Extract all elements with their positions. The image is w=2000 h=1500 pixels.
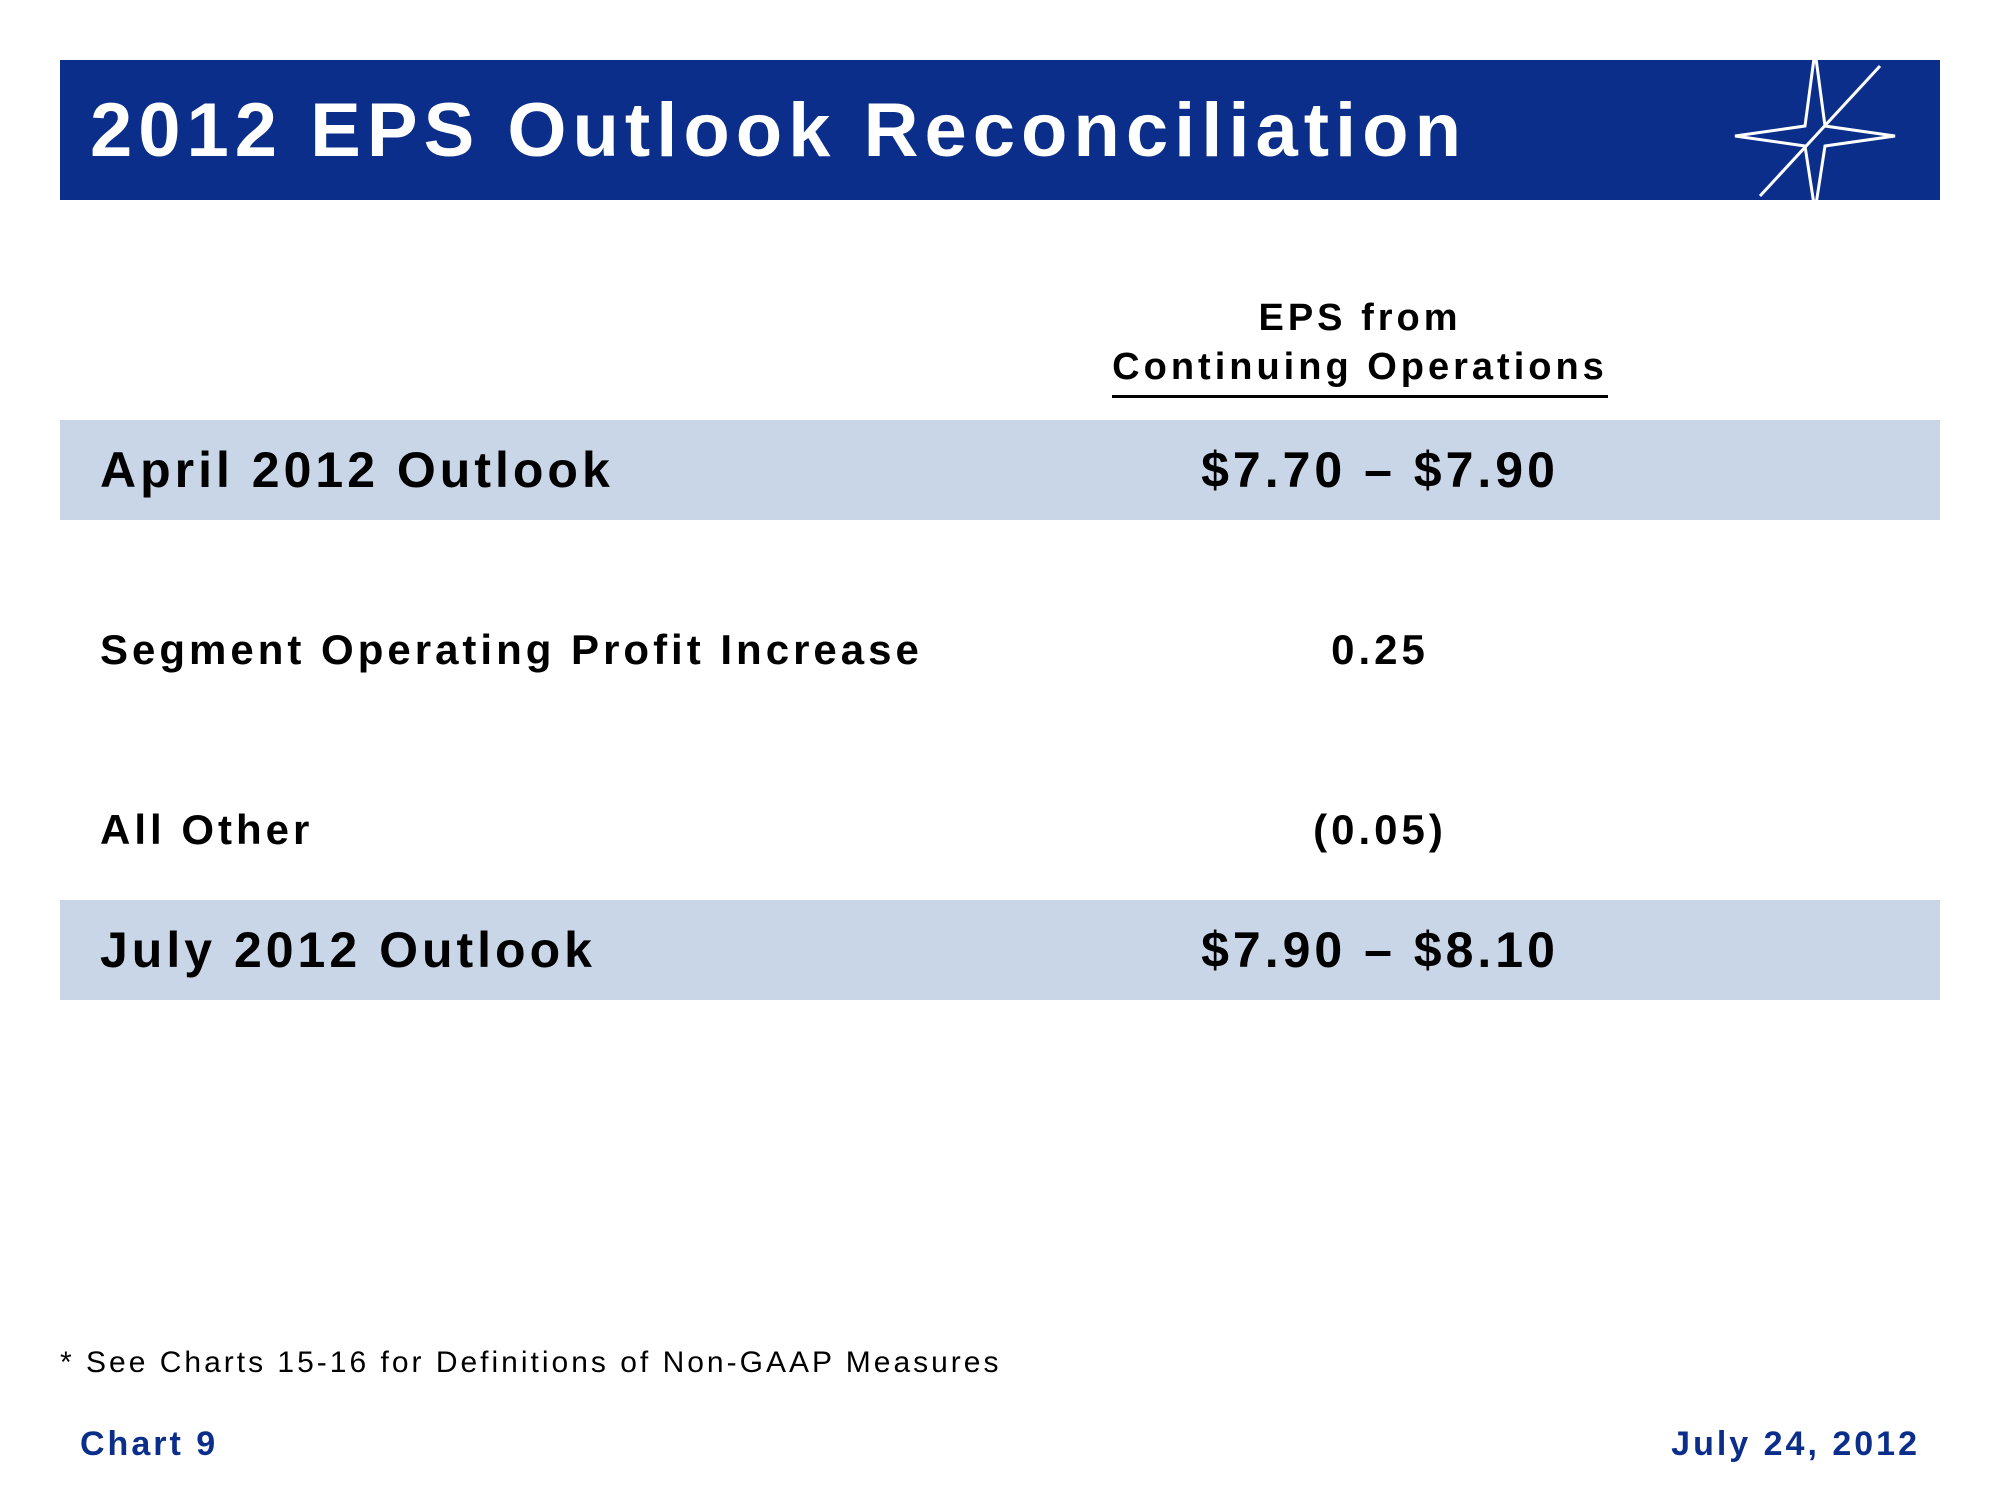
star-logo-icon [1730,46,1900,216]
table-row: July 2012 Outlook $7.90 – $8.10 [60,900,1940,1000]
row-value: $7.90 – $8.10 [1000,921,1760,979]
row-label: Segment Operating Profit Increase [100,626,1000,674]
table-row: Segment Operating Profit Increase 0.25 [60,600,1940,700]
column-header: EPS from Continuing Operations [980,294,1740,398]
row-value: $7.70 – $7.90 [1000,441,1760,499]
footer-chart-number: Chart 9 [80,1425,218,1464]
row-label: April 2012 Outlook [100,441,1000,499]
column-header-line1: EPS from [980,294,1740,343]
title-banner: 2012 EPS Outlook Reconciliation [60,60,1940,200]
table-row: April 2012 Outlook $7.70 – $7.90 [60,420,1940,520]
table-spacer [60,520,1940,600]
column-header-line2: Continuing Operations [980,343,1740,397]
footnote: * See Charts 15-16 for Definitions of No… [60,1346,1001,1380]
reconciliation-table: April 2012 Outlook $7.70 – $7.90 Segment… [60,420,1940,1000]
table-row: All Other (0.05) [60,780,1940,880]
row-label: All Other [100,806,1000,854]
row-value: (0.05) [1000,806,1760,854]
slide-title: 2012 EPS Outlook Reconciliation [90,87,1467,174]
table-spacer [60,700,1940,780]
footer-date: July 24, 2012 [1671,1425,1920,1464]
row-value: 0.25 [1000,626,1760,674]
row-label: July 2012 Outlook [100,921,1000,979]
